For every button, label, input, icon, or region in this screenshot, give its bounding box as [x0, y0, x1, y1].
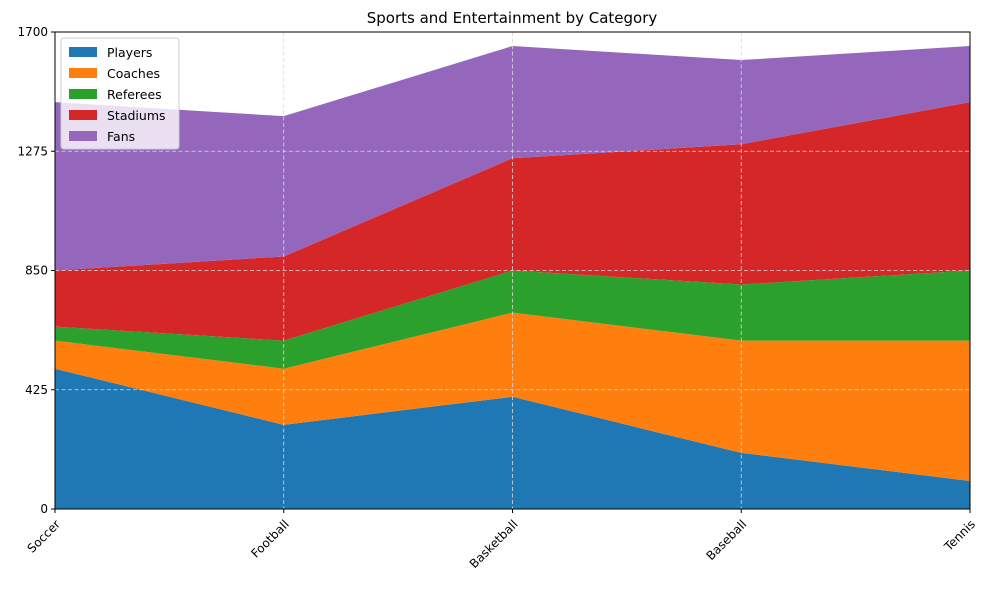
- x-tick-label: Baseball: [703, 517, 749, 563]
- legend-label-stadiums: Stadiums: [107, 108, 166, 123]
- y-tick-label: 0: [40, 502, 48, 516]
- legend-label-players: Players: [107, 45, 152, 60]
- y-tick-label: 425: [25, 383, 48, 397]
- legend-swatch-referees: [69, 89, 97, 99]
- x-tick-label: Football: [248, 517, 291, 560]
- legend: Players Coaches Referees Stadiums Fans: [60, 37, 180, 150]
- legend-label-referees: Referees: [107, 87, 162, 102]
- y-tick-label: 1275: [17, 144, 48, 158]
- legend-label-fans: Fans: [107, 129, 135, 144]
- x-tick-label: Basketball: [467, 517, 521, 571]
- legend-swatch-stadiums: [69, 110, 97, 120]
- legend-swatch-fans: [69, 131, 97, 141]
- x-tick-label: Soccer: [25, 517, 64, 556]
- areas-layer: [55, 46, 970, 509]
- legend-label-coaches: Coaches: [107, 66, 160, 81]
- y-tick-label: 850: [25, 264, 48, 278]
- x-tick-label: Tennis: [941, 517, 978, 554]
- y-tick-label: 1700: [17, 25, 48, 39]
- legend-swatch-players: [69, 47, 97, 57]
- legend-box: [60, 37, 180, 150]
- chart-title: Sports and Entertainment by Category: [367, 9, 658, 27]
- legend-swatch-coaches: [69, 68, 97, 78]
